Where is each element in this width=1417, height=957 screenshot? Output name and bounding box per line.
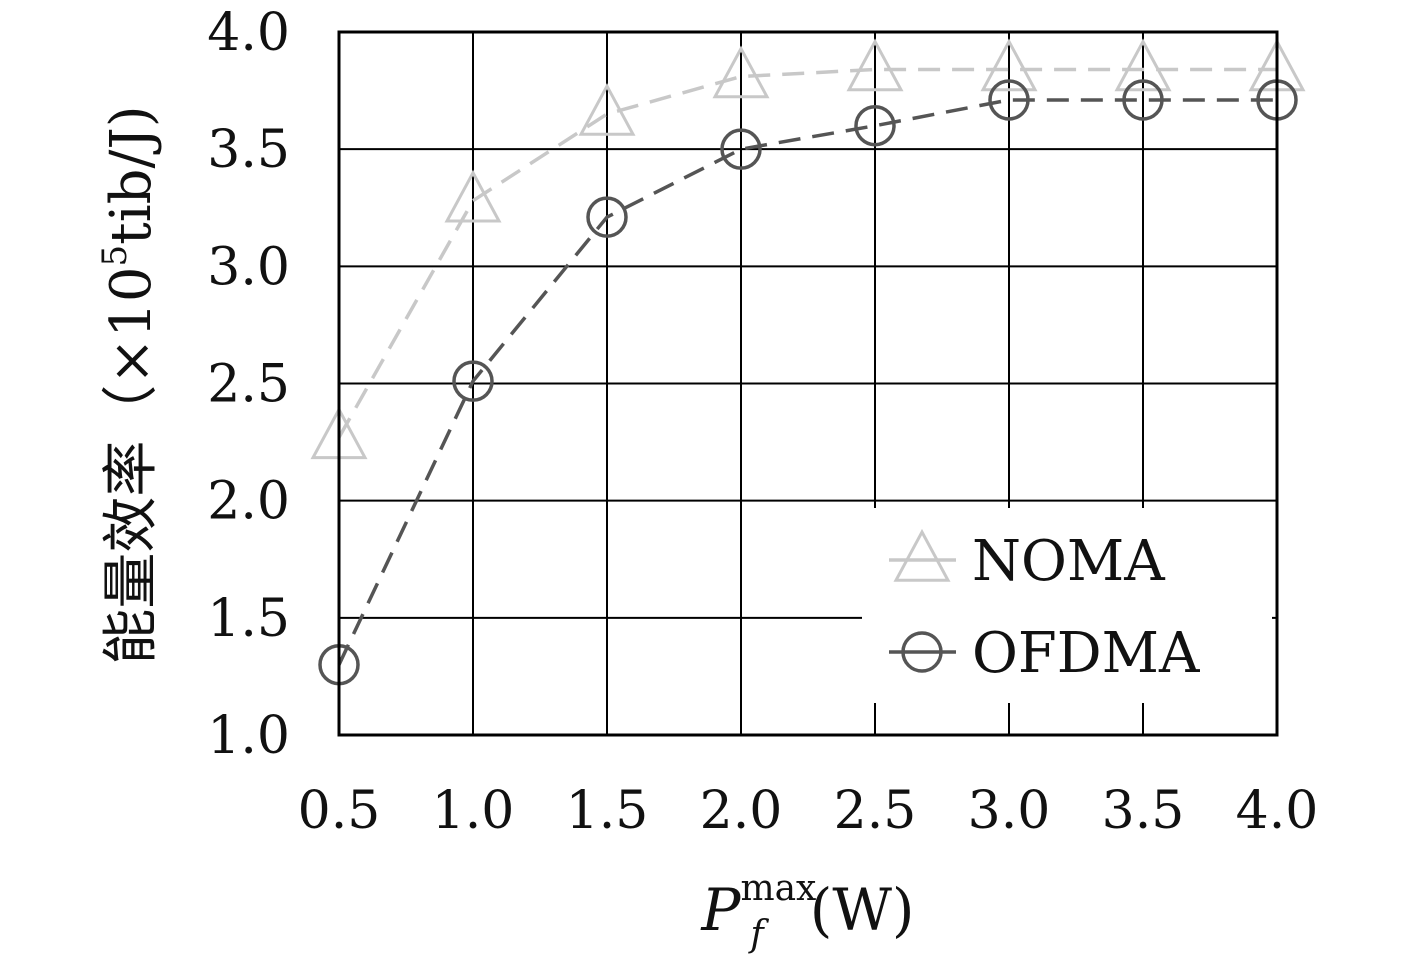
series-line-ofdma: [337, 98, 1277, 666]
y-tick-label: 3.5: [207, 120, 290, 180]
legend-label-ofdma: OFDMA: [972, 621, 1200, 686]
y-tick-label: 3.0: [207, 237, 290, 297]
x-axis-label-main: P: [700, 876, 741, 944]
data-point-noma: [444, 169, 502, 223]
y-tick-labels: 1.0 1.5 2.0 2.5 3.0 3.5 4.0: [207, 3, 290, 766]
data-point-noma: [980, 38, 1038, 92]
legend-marker-noma: [893, 528, 951, 582]
legend-marker-ofdma: [901, 631, 943, 673]
x-tick-label: 1.5: [566, 781, 649, 841]
data-point-noma: [846, 38, 904, 92]
series-line-noma: [337, 67, 1277, 439]
y-tick-label: 2.5: [207, 355, 290, 415]
data-point-noma: [712, 45, 770, 99]
x-tick-label: 1.0: [432, 781, 515, 841]
y-tick-label: 4.0: [207, 3, 290, 63]
legend: NOMA OFDMA: [889, 528, 1200, 686]
y-tick-label: 1.0: [207, 706, 290, 766]
y-axis-label-exponent: 5: [95, 245, 135, 267]
data-point-ofdma: [720, 128, 762, 170]
y-tick-label: 1.5: [207, 589, 290, 649]
x-axis-label-unit: (W): [810, 876, 915, 944]
y-tick-label: 2.0: [207, 472, 290, 532]
x-tick-label: 3.0: [968, 781, 1051, 841]
y-axis-label-suffix: tib/J): [99, 105, 164, 244]
data-point-noma: [1114, 38, 1172, 92]
data-point-ofdma: [452, 360, 494, 402]
x-axis-label-subscript: f: [747, 914, 769, 955]
data-point-noma: [578, 82, 636, 136]
y-axis-label: 能量效率（×105tib/J): [95, 105, 164, 664]
plot-frame: [337, 30, 1279, 737]
x-axis-label-superscript: max: [740, 868, 816, 909]
x-tick-labels: 0.5 1.0 1.5 2.0 2.5 3.0 3.5 4.0: [298, 781, 1319, 841]
y-axis-label-prefix: 能量效率（×10: [99, 266, 164, 664]
grid: [338, 31, 1278, 736]
legend-label-noma: NOMA: [972, 529, 1165, 594]
x-axis-label: Pmax f (W): [700, 868, 914, 955]
x-tick-label: 4.0: [1236, 781, 1319, 841]
x-tick-label: 2.0: [700, 781, 783, 841]
data-point-ofdma: [988, 79, 1030, 121]
x-tick-label: 3.5: [1102, 781, 1185, 841]
x-tick-label: 2.5: [834, 781, 917, 841]
x-tick-label: 0.5: [298, 781, 381, 841]
data-point-ofdma: [854, 104, 896, 147]
data-point-ofdma: [586, 196, 628, 238]
data-point-ofdma: [1122, 79, 1164, 121]
